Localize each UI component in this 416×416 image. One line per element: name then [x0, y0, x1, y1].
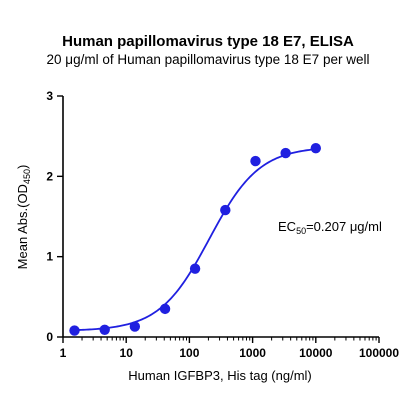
y-axis-label-tail: ) [15, 165, 30, 169]
data-point [129, 321, 141, 332]
y-tick-label: 0 [46, 330, 53, 344]
y-tick-label: 3 [46, 89, 53, 103]
chart-subtitle: 20 μg/ml of Human papillomavirus type 18… [46, 52, 370, 67]
data-point [280, 147, 291, 159]
ec50-tail: =0.207 μg/ml [306, 219, 382, 234]
data-point [159, 303, 171, 315]
data-point [69, 325, 80, 336]
data-point [99, 324, 110, 335]
x-tick-label: 100000 [359, 346, 399, 360]
y-tick-label: 2 [46, 169, 53, 183]
x-tick-label: 10000 [299, 346, 333, 360]
y-tick-label: 1 [46, 250, 53, 264]
y-axis-label-sub: 450 [22, 169, 32, 184]
ec50-main: EC [278, 219, 296, 234]
data-point [310, 143, 321, 154]
x-axis-label: Human IGFBP3, His tag (ng/ml) [128, 368, 312, 383]
data-point [189, 263, 201, 274]
ec50-annotation: EC50=0.207 μg/ml [278, 219, 382, 236]
ec50-sub: 50 [296, 226, 306, 236]
axes [57, 95, 380, 343]
y-axis-label: Mean Abs.(OD450) [15, 165, 32, 270]
x-tick-label: 10 [120, 346, 134, 360]
x-tick-label: 100 [179, 346, 199, 360]
chart-title: Human papillomavirus type 18 E7, ELISA [62, 33, 354, 50]
data-point [220, 204, 231, 216]
fit-curve [74, 148, 316, 332]
x-tick-label: 1000 [239, 346, 266, 360]
x-tick-label: 1 [60, 346, 67, 360]
data-point [250, 155, 261, 167]
y-axis-label-main: Mean Abs.(OD [15, 184, 30, 269]
data-points [69, 143, 321, 336]
